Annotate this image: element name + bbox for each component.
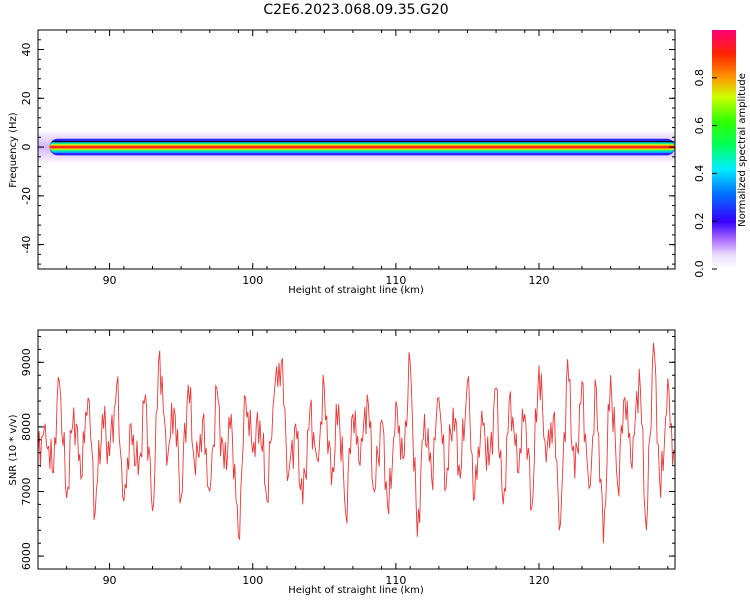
spectrogram-y-tick-label: -40	[20, 236, 33, 254]
spectrogram-y-tick-label: -20	[20, 187, 33, 205]
colorbar-tick-label: 0.8	[693, 69, 706, 87]
colorbar-tick-label: 0.6	[693, 117, 706, 135]
snr-x-tick-label: 120	[529, 574, 550, 587]
colorbar-tick-label: 0.2	[693, 212, 706, 230]
snr-y-tick-label: 7000	[20, 477, 33, 505]
colorbar-gradient	[712, 30, 736, 269]
snr-y-tick-label: 6000	[20, 542, 33, 570]
spectrogram-frame	[37, 29, 676, 270]
spectrogram-x-axis-label: Height of straight line (km)	[288, 285, 424, 296]
colorbar-label: Normalized spectral amplitude	[737, 73, 748, 227]
figure-title: C2E6.2023.068.09.35.G20	[263, 2, 448, 18]
spectrogram-x-tick-label: 110	[385, 274, 406, 287]
snr-y-tick-label: 8000	[20, 413, 33, 441]
spectrogram-x-tick-label: 100	[242, 274, 263, 287]
spectrogram-x-tick-label: 120	[529, 274, 550, 287]
spectrogram-panel: 90 100 110 120 40 20 0 -20 -40 Height of straigh…	[8, 29, 748, 296]
spectrogram-x-tick-label: 90	[103, 274, 117, 287]
colorbar-tick-label: 0.0	[693, 260, 706, 278]
snr-x-tick-label: 110	[385, 574, 406, 587]
snr-x-tick-label: 90	[103, 574, 117, 587]
spectrogram-y-tick-label: 40	[20, 43, 33, 57]
snr-y-axis-label: SNR (10 * v/v)	[8, 414, 19, 485]
spectrogram-band-layer	[49, 145, 675, 149]
colorbar-tick-label: 0.4	[693, 165, 706, 183]
snr-y-tick-label: 9000	[20, 348, 33, 376]
spectrogram-y-axis-label: Frequency (Hz)	[8, 112, 19, 188]
spectrogram-y-tick-label: 20	[20, 91, 33, 105]
spectrogram-y-tick-label: 0	[20, 144, 33, 151]
colorbar: 0.0 0.2 0.4 0.6 0.8 Normalized spectral ampl…	[693, 30, 748, 278]
snr-x-tick-label: 100	[242, 574, 263, 587]
snr-series-line	[38, 342, 675, 544]
snr-x-axis-label: Height of straight line (km)	[288, 585, 424, 596]
snr-frame	[37, 329, 676, 570]
snr-panel: 90 100 110 120 9000 8000 7000 6000 Height of st…	[8, 329, 676, 596]
